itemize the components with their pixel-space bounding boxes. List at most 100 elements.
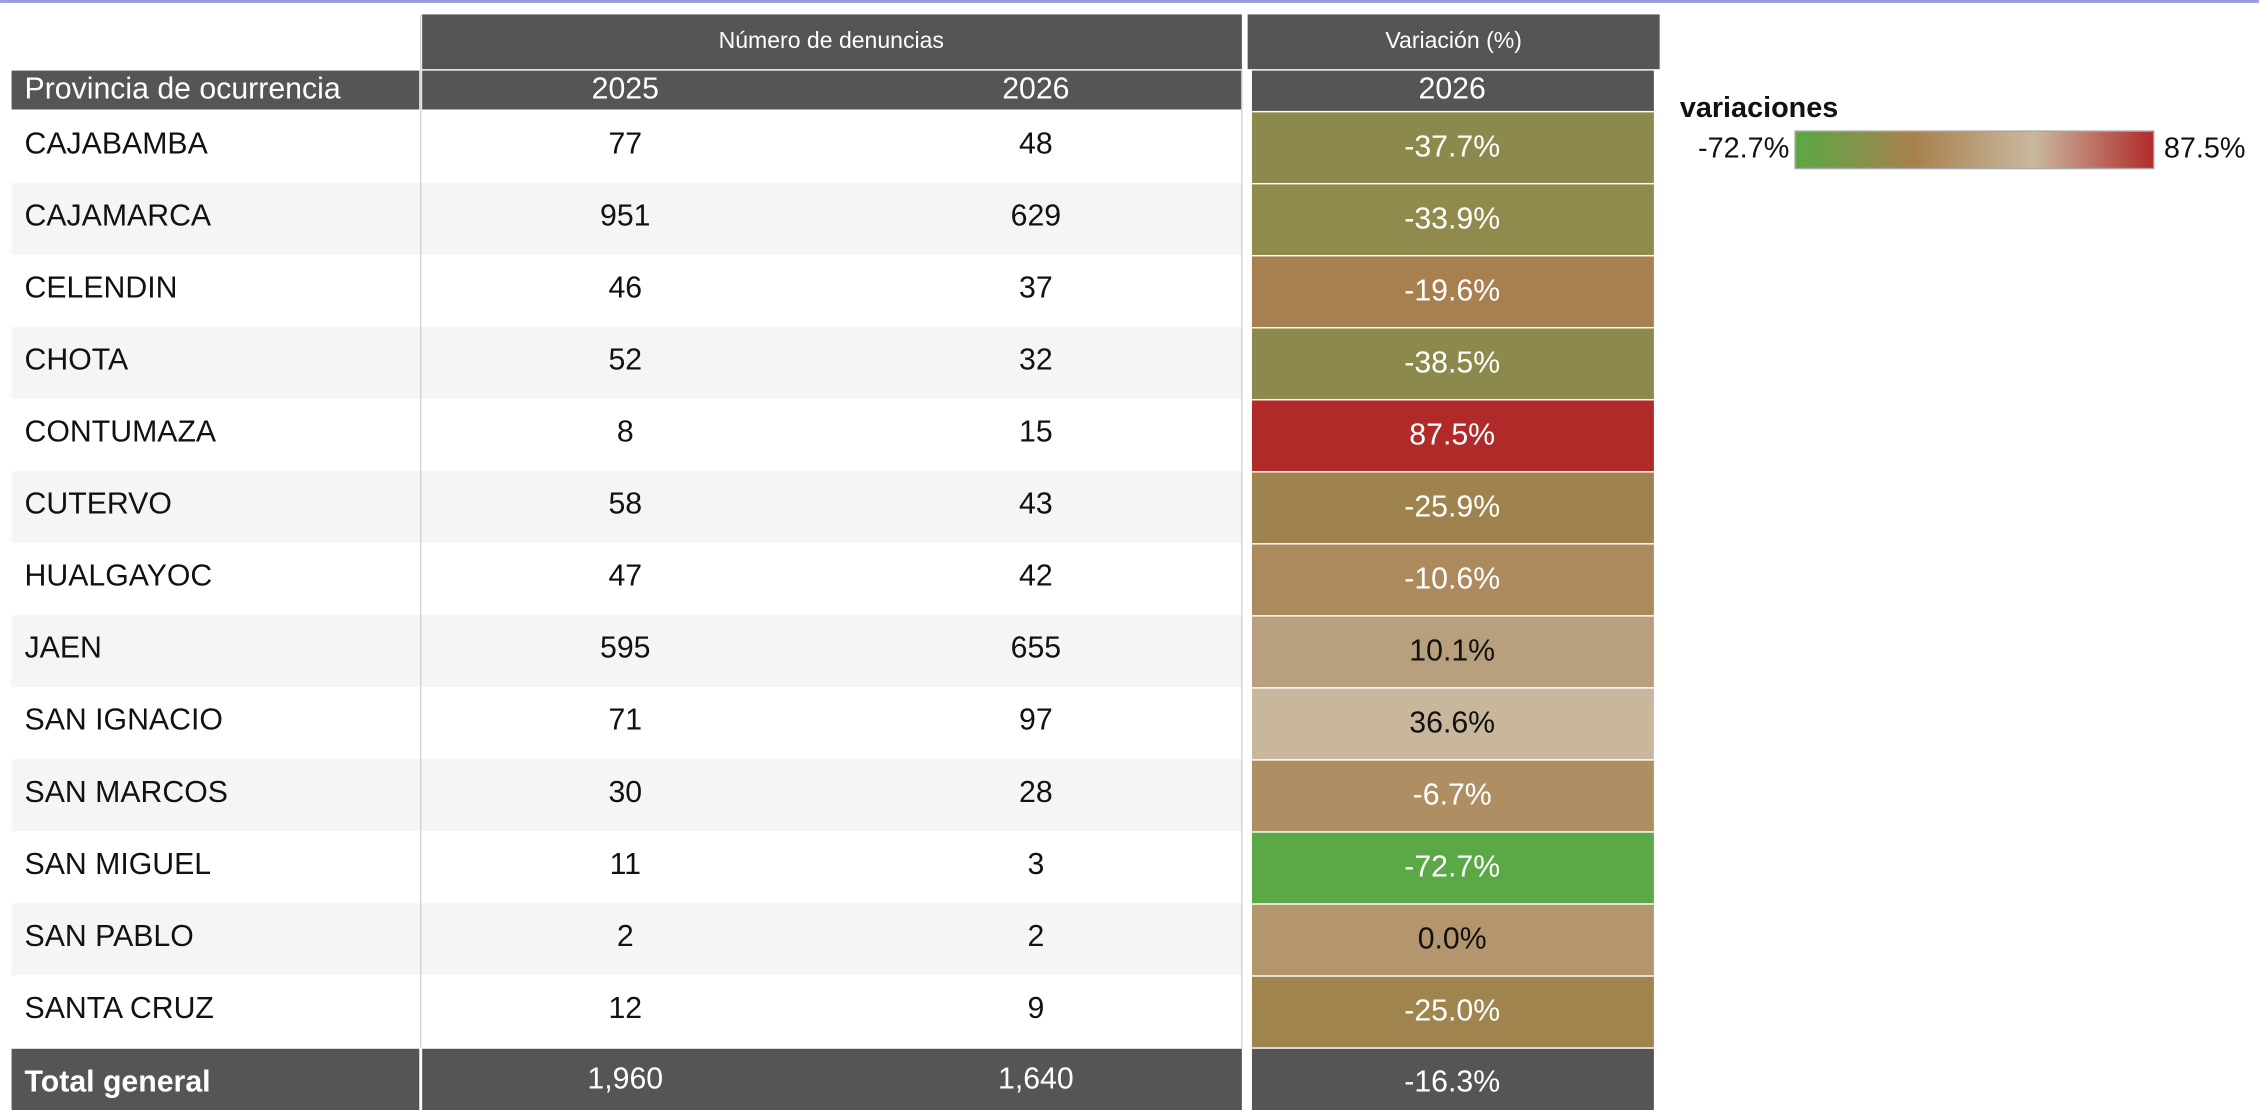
province: JAEN [25,632,102,665]
header-cell [1247,14,1660,70]
count: 46 [608,272,642,305]
count: 629 [1011,200,1061,233]
row-bg [11,182,1242,255]
row-bg [11,471,1242,544]
province: SAN MIGUEL [25,848,212,881]
row-bg [11,687,1242,760]
total-label: Total general [25,1065,211,1098]
count: 30 [608,776,642,809]
count: 15 [1019,416,1053,449]
column-header: 2026 [1419,73,1486,106]
row-bg [11,903,1242,976]
variation: -37.7% [1404,130,1500,163]
variation-cell [1251,472,1654,544]
header-cell [11,70,420,110]
variation: -38.5% [1404,346,1500,379]
total-bg [11,1048,420,1110]
group-header: Número de denuncias [719,27,944,53]
column-header: 2025 [592,73,659,106]
count: 595 [600,632,650,665]
legend-max: 87.5% [2164,132,2246,164]
legend-gradient [1794,130,2155,170]
variation: -19.6% [1404,274,1500,307]
count: 52 [608,344,642,377]
count: 71 [608,704,642,737]
top-border [0,0,2259,3]
province: HUALGAYOC [25,560,213,593]
count: 43 [1019,488,1053,521]
count: 12 [608,992,642,1025]
count: 9 [1027,992,1044,1025]
province: SANTA CRUZ [25,992,214,1025]
row-bg [11,399,1242,472]
variation-cell [1251,256,1654,328]
count: 3 [1027,848,1044,881]
variation-cell [1251,184,1654,255]
province: CAJAMARCA [25,200,212,233]
variation-cell [1251,760,1654,832]
row-bg [11,615,1242,688]
legend-title: variaciones [1680,92,1838,124]
total-count: 1,960 [587,1062,663,1095]
total-bg [1251,1048,1654,1110]
variation: -10.6% [1404,563,1500,596]
count: 28 [1019,776,1053,809]
province: SAN MARCOS [25,776,228,809]
province: SAN PABLO [25,920,194,953]
variation: -6.7% [1413,779,1492,812]
row-header: Provincia de ocurrencia [25,73,341,106]
province: CUTERVO [25,488,172,521]
total-bg [422,1048,1242,1110]
province: CONTUMAZA [25,416,217,449]
header-cell [422,14,1242,70]
variation: 87.5% [1409,418,1495,451]
variation: 0.0% [1418,923,1487,956]
total-variation: -16.3% [1404,1065,1500,1098]
province: CAJABAMBA [25,127,209,160]
row-bg [11,759,1242,832]
count: 37 [1019,272,1053,305]
count: 32 [1019,344,1053,377]
variation: -25.9% [1404,491,1500,524]
legend-min: -72.7% [1698,132,1789,164]
variation-cell [1251,832,1654,904]
variation: -72.7% [1404,851,1500,884]
count: 58 [608,488,642,521]
total-count: 1,640 [998,1062,1074,1095]
group-header: Variación (%) [1385,27,1522,53]
row-bg [11,543,1242,616]
row-bg [11,254,1242,328]
province: CELENDIN [25,272,178,305]
count: 42 [1019,560,1053,593]
variation: 36.6% [1409,707,1495,740]
count: 951 [600,200,650,233]
province: SAN IGNACIO [25,704,223,737]
row-bg [11,327,1242,400]
count: 97 [1019,704,1053,737]
variation: -33.9% [1404,202,1500,235]
variation-cell [1251,400,1654,472]
variation-cell [1251,544,1654,616]
variation-cell [1251,976,1654,1048]
variation: -25.0% [1404,995,1500,1028]
row-bg [11,975,1242,1048]
count: 77 [608,127,642,160]
header-cell [1251,70,1654,111]
count: 47 [608,560,642,593]
count: 8 [617,416,634,449]
count: 48 [1019,127,1053,160]
header-cell [422,70,1242,110]
variation-cell [1251,328,1654,400]
column-header: 2026 [1002,73,1069,106]
variation: 10.1% [1409,635,1495,668]
count: 655 [1011,632,1061,665]
variation-cell [1251,904,1654,976]
variation-cell [1251,616,1654,688]
row-bg [11,110,1242,183]
count: 2 [617,920,634,953]
row-bg [11,831,1242,904]
variation-cell [1251,688,1654,760]
province: CHOTA [25,344,129,377]
